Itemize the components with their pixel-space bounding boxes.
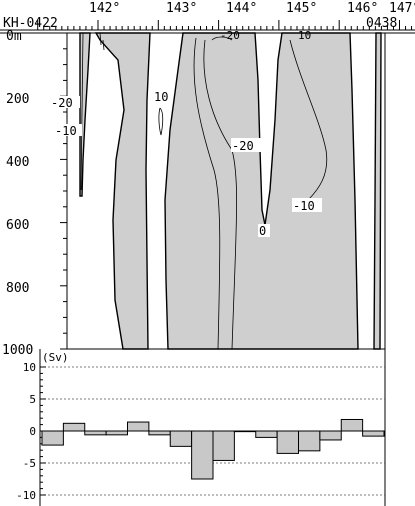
contour-label: -20 bbox=[51, 96, 73, 110]
transport-bars bbox=[41, 418, 385, 480]
lon-label-142: 142° bbox=[89, 1, 120, 16]
contour-line bbox=[211, 36, 233, 41]
transport-bar bbox=[319, 430, 342, 441]
contour-label: -20 bbox=[220, 29, 240, 42]
contour-line bbox=[203, 39, 238, 350]
transport-panel: (Sv) 10 5 0 -5 -10 bbox=[16, 349, 386, 506]
depth-label-1000: 1000 bbox=[2, 343, 33, 358]
transport-bar bbox=[362, 430, 385, 437]
transport-bar bbox=[84, 430, 107, 436]
depth-label-600: 600 bbox=[6, 218, 29, 233]
depth-label-200: 200 bbox=[6, 92, 29, 107]
transport-bar bbox=[255, 430, 278, 438]
contour-line bbox=[193, 37, 221, 350]
transport-bar bbox=[191, 430, 214, 480]
transport-bar bbox=[41, 430, 64, 446]
transport-unit-label: (Sv) bbox=[42, 351, 69, 364]
lon-label-146: 146° bbox=[347, 1, 378, 16]
shade-east bbox=[373, 32, 382, 350]
transport-bar bbox=[127, 421, 150, 432]
transport-bar bbox=[148, 430, 171, 436]
y-tick-label: 10 bbox=[23, 361, 36, 374]
transport-bar bbox=[276, 430, 299, 454]
contour-label: -10 bbox=[55, 124, 77, 138]
contour-line bbox=[158, 107, 164, 136]
depth-label-0: 0m bbox=[6, 29, 22, 44]
transport-bar bbox=[212, 430, 235, 461]
contour-line bbox=[289, 39, 328, 201]
transport-bar bbox=[298, 430, 321, 452]
lon-label-145: 145° bbox=[286, 1, 317, 16]
transport-bar bbox=[169, 430, 193, 447]
depth-label-800: 800 bbox=[6, 281, 29, 296]
contour-label: -10 bbox=[293, 199, 315, 213]
contour-label: 0 bbox=[259, 224, 266, 238]
y-tick-label: -10 bbox=[16, 489, 36, 502]
section-panel: 142° 143° 144° 145° 146° 147° KH-0422 04… bbox=[0, 1, 415, 358]
transport-bar bbox=[105, 430, 128, 436]
contour-label: -20 bbox=[232, 139, 254, 153]
lon-label-147: 147° bbox=[389, 1, 415, 16]
contour-line bbox=[99, 32, 105, 51]
y-tick-label: 0 bbox=[29, 425, 36, 438]
depth-tick-marks bbox=[60, 32, 67, 350]
start-station-label: KH-0422 bbox=[3, 16, 58, 31]
y-tick-label: -5 bbox=[23, 457, 36, 470]
lon-label-143: 143° bbox=[166, 1, 197, 16]
transport-bar bbox=[340, 418, 364, 432]
lon-label-144: 144° bbox=[226, 1, 257, 16]
transport-bar bbox=[62, 422, 86, 432]
contour-label: 10 bbox=[154, 90, 168, 104]
contour-line bbox=[80, 32, 84, 191]
shade-west-tongue bbox=[94, 32, 151, 350]
lon-tick-marks bbox=[37, 20, 413, 30]
y-tick-label: 5 bbox=[29, 393, 36, 406]
end-station-label: 0438 bbox=[366, 16, 397, 31]
contour-label: 10 bbox=[298, 29, 311, 42]
depth-label-400: 400 bbox=[6, 155, 29, 170]
